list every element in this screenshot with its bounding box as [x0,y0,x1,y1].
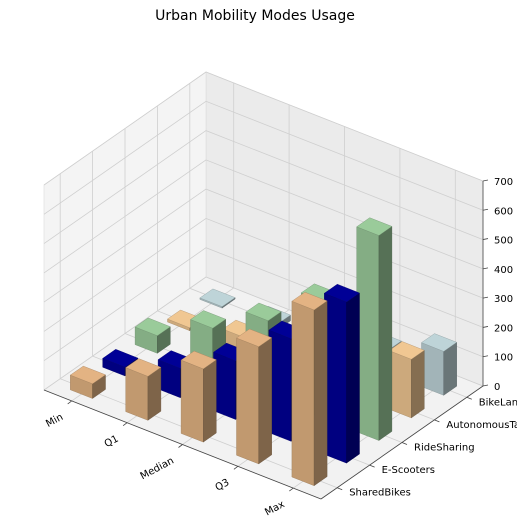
x-tick-label: Max [263,499,286,518]
bar-face-side [411,349,425,419]
bar-E-Scooters-Max [323,283,360,464]
bars [69,217,458,487]
bar-SharedBikes-Min [69,365,106,399]
bar-face-top [134,317,171,336]
bar-face-top [102,349,139,368]
z-tick [482,326,489,328]
bar-face-side [313,300,328,487]
bar-BikeLanes-Min [199,288,236,309]
bar-face-side [258,337,272,465]
x-tick-label: Median [139,455,176,482]
z-tick-label: 600 [494,206,513,217]
x-tick [67,400,72,405]
z-gridline [43,100,484,215]
y-tick [337,487,343,491]
y-tick [434,419,440,423]
bar-face-front [291,300,315,486]
bar-face-side [378,226,393,441]
z-tick-label: 0 [494,382,500,393]
bar-face-top [421,333,458,352]
bar-face-top [180,350,217,370]
y-tick-label: E-Scooters [382,465,435,476]
z-tick-label: 500 [494,236,513,247]
bar-face-top [323,283,360,303]
bar-face-front [236,337,259,465]
x-tick [289,487,294,492]
y-tick-label: RideSharing [414,443,475,454]
bar-face-front [324,293,347,464]
z-tick-label: 100 [494,353,513,364]
bar-AutonomousTaxis-Max [388,341,425,419]
bar-RideSharing-Min [134,317,171,354]
x-tick [233,465,239,470]
x-tick-label: Q3 [214,477,232,493]
x-tick [122,422,128,427]
z-tick [482,238,489,240]
bar-SharedBikes-Q1 [125,358,162,421]
bar-face-front [180,359,204,443]
bar-face-top [356,217,393,236]
bar-face-front [421,342,444,396]
bar-face-top [190,310,227,329]
z-tick [482,267,489,270]
bar-face-top [236,328,273,347]
bar-face-top [388,341,425,360]
bar-face-top [199,288,236,307]
z-tick [482,208,489,211]
bar-RideSharing-Max [356,217,393,441]
z-tick [482,384,489,387]
y-tick [466,396,472,400]
z-tick-label: 700 [494,177,513,188]
x-tick [178,444,183,448]
y-tick-label: BikeLanes [479,397,517,408]
bar-face-top [291,291,328,311]
x-tick-label: Min [44,412,65,430]
y-tick [369,464,375,468]
bar-face-side [346,292,360,464]
y-tick-label: AutonomousTaxis [446,420,517,431]
bar-SharedBikes-Q3 [236,328,273,465]
chart-title: Urban Mobility Modes Usage [155,8,355,24]
bar-face-front [125,367,149,421]
z-tick [482,355,489,358]
bar-face-top [245,302,282,321]
z-tick-label: 300 [494,294,513,305]
x-tick-label: Q1 [103,434,121,450]
z-tick [482,179,489,182]
z-tick-label: 200 [494,323,513,334]
y-tick-label: SharedBikes [349,488,411,499]
z-tick [482,296,489,299]
bar-BikeLanes-Max [421,333,458,396]
z-gridline [43,130,484,244]
bar-face-front [213,351,236,420]
bar-SharedBikes-Max [291,291,328,487]
bar-face-top [125,358,162,377]
z-gridline [43,71,484,186]
bar-face-front [356,226,380,441]
bar-face-top [69,365,106,385]
bar-face-front [388,350,412,419]
z-tick-label: 400 [494,265,513,276]
bar-face-side [203,359,217,443]
bar-SharedBikes-Median [180,350,217,443]
y-tick [401,442,408,445]
bar-face-front [268,329,292,442]
